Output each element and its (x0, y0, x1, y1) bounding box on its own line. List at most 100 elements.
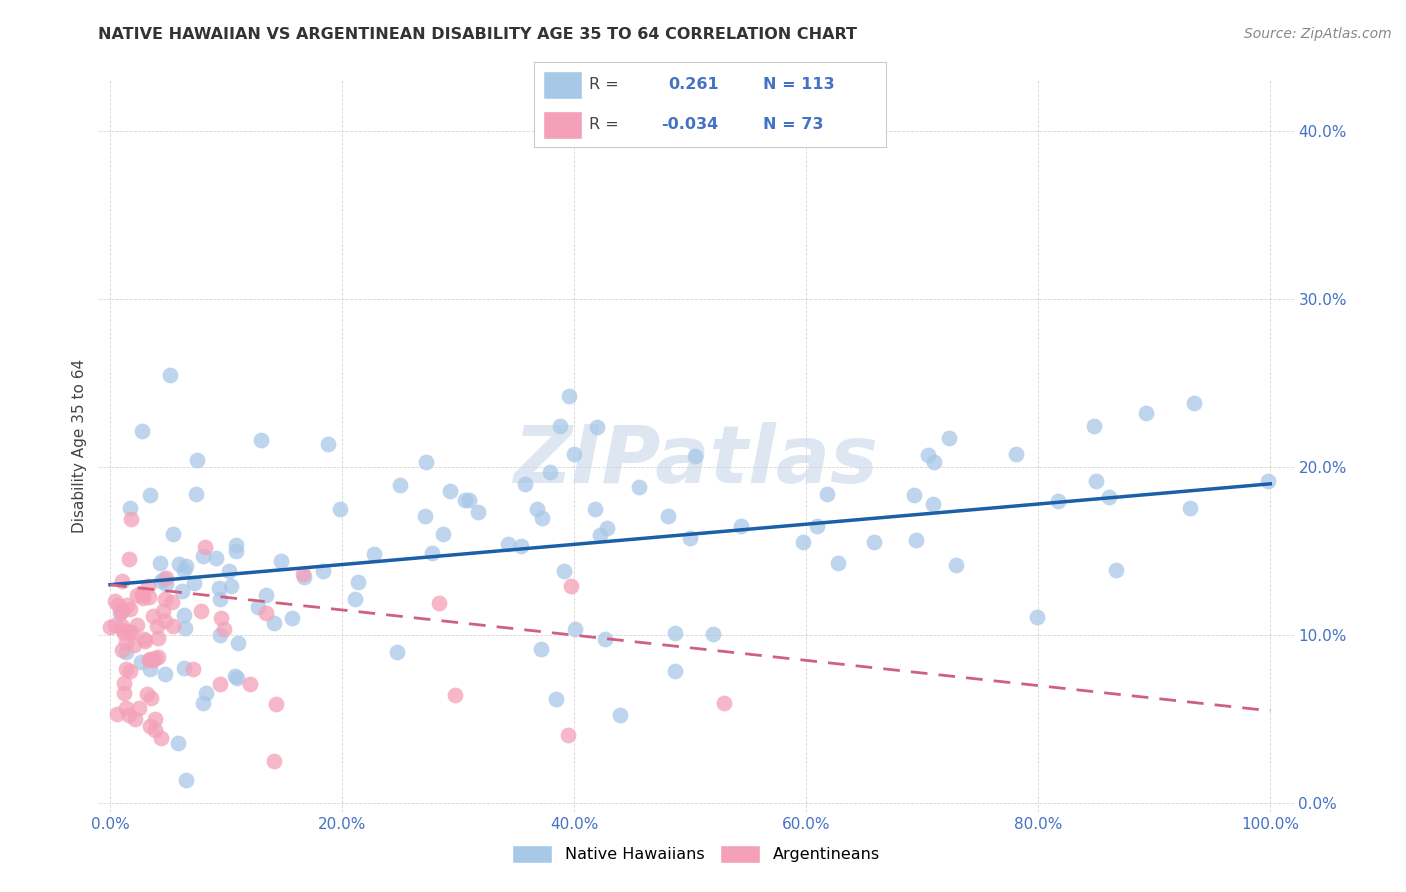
Point (922, 455, 945, 469)
Point (596, 521, 619, 535)
Point (131, 588, 153, 602)
Point (593, 632, 616, 647)
Point (526, 501, 548, 516)
Text: N = 113: N = 113 (762, 78, 834, 93)
Point (713, 696, 735, 710)
Point (679, 531, 702, 545)
Point (155, 577, 177, 591)
Point (136, 579, 159, 593)
Point (815, 487, 838, 501)
Legend: Native Hawaiians, Argentineans: Native Hawaiians, Argentineans (506, 838, 886, 870)
Point (152, 604, 174, 618)
Point (1046, 494, 1069, 508)
Point (560, 579, 582, 593)
Text: -0.034: -0.034 (661, 117, 718, 132)
Point (120, 500, 142, 515)
Point (683, 449, 706, 463)
Point (457, 493, 479, 508)
Bar (543, 111, 582, 139)
Point (515, 477, 537, 491)
Point (548, 419, 571, 434)
Point (146, 619, 169, 633)
Point (141, 691, 163, 706)
Point (827, 556, 849, 570)
Point (270, 554, 292, 568)
Point (131, 587, 153, 601)
Point (389, 478, 412, 492)
Point (318, 436, 340, 450)
Point (212, 622, 235, 636)
Point (183, 576, 205, 591)
Point (363, 547, 385, 561)
Point (143, 712, 166, 726)
Point (1026, 610, 1049, 624)
Point (510, 540, 533, 554)
Point (174, 621, 197, 635)
Point (467, 505, 489, 519)
Point (139, 488, 162, 502)
Point (792, 534, 814, 549)
Point (115, 635, 138, 649)
Point (162, 526, 184, 541)
Point (917, 449, 939, 463)
Point (138, 653, 160, 667)
Point (806, 519, 828, 533)
Point (664, 626, 686, 640)
Point (142, 653, 165, 667)
Point (589, 528, 612, 542)
Point (134, 634, 156, 648)
Text: R =: R = (589, 117, 619, 132)
Point (938, 431, 960, 445)
Point (531, 511, 554, 525)
Point (207, 581, 229, 595)
Point (128, 701, 150, 715)
Point (266, 698, 288, 712)
Point (254, 588, 277, 602)
Point (143, 723, 166, 738)
Point (132, 632, 155, 647)
Point (114, 662, 136, 676)
Point (557, 389, 579, 403)
Point (107, 598, 129, 612)
Point (112, 686, 135, 700)
Point (1098, 490, 1121, 504)
Point (131, 424, 153, 438)
Text: NATIVE HAWAIIAN VS ARGENTINEAN DISABILITY AGE 35 TO 64 CORRELATION CHART: NATIVE HAWAIIAN VS ARGENTINEAN DISABILIT… (98, 27, 858, 42)
Point (111, 643, 134, 657)
Point (224, 669, 246, 683)
Point (225, 544, 247, 558)
Point (420, 546, 443, 560)
Point (129, 656, 152, 670)
Point (120, 625, 142, 640)
Point (146, 632, 169, 646)
Point (115, 701, 138, 715)
Point (209, 611, 232, 625)
Point (225, 538, 247, 552)
Point (905, 533, 928, 548)
Point (117, 598, 139, 612)
Point (159, 368, 181, 382)
Point (104, 618, 127, 632)
Point (1178, 501, 1201, 516)
Point (239, 676, 262, 690)
Point (702, 627, 724, 641)
Point (553, 564, 575, 578)
Point (427, 596, 450, 610)
Point (586, 420, 609, 434)
Point (135, 687, 157, 701)
Point (432, 527, 454, 541)
Point (120, 664, 142, 678)
Point (118, 602, 141, 616)
Point (111, 624, 134, 638)
Point (118, 708, 141, 723)
Point (863, 535, 886, 549)
Point (150, 731, 173, 745)
Point (945, 558, 967, 573)
Point (173, 660, 195, 674)
Point (142, 608, 165, 623)
Point (124, 638, 146, 652)
Point (413, 509, 436, 524)
Point (100, 620, 122, 634)
Point (444, 688, 467, 702)
Point (105, 707, 128, 722)
